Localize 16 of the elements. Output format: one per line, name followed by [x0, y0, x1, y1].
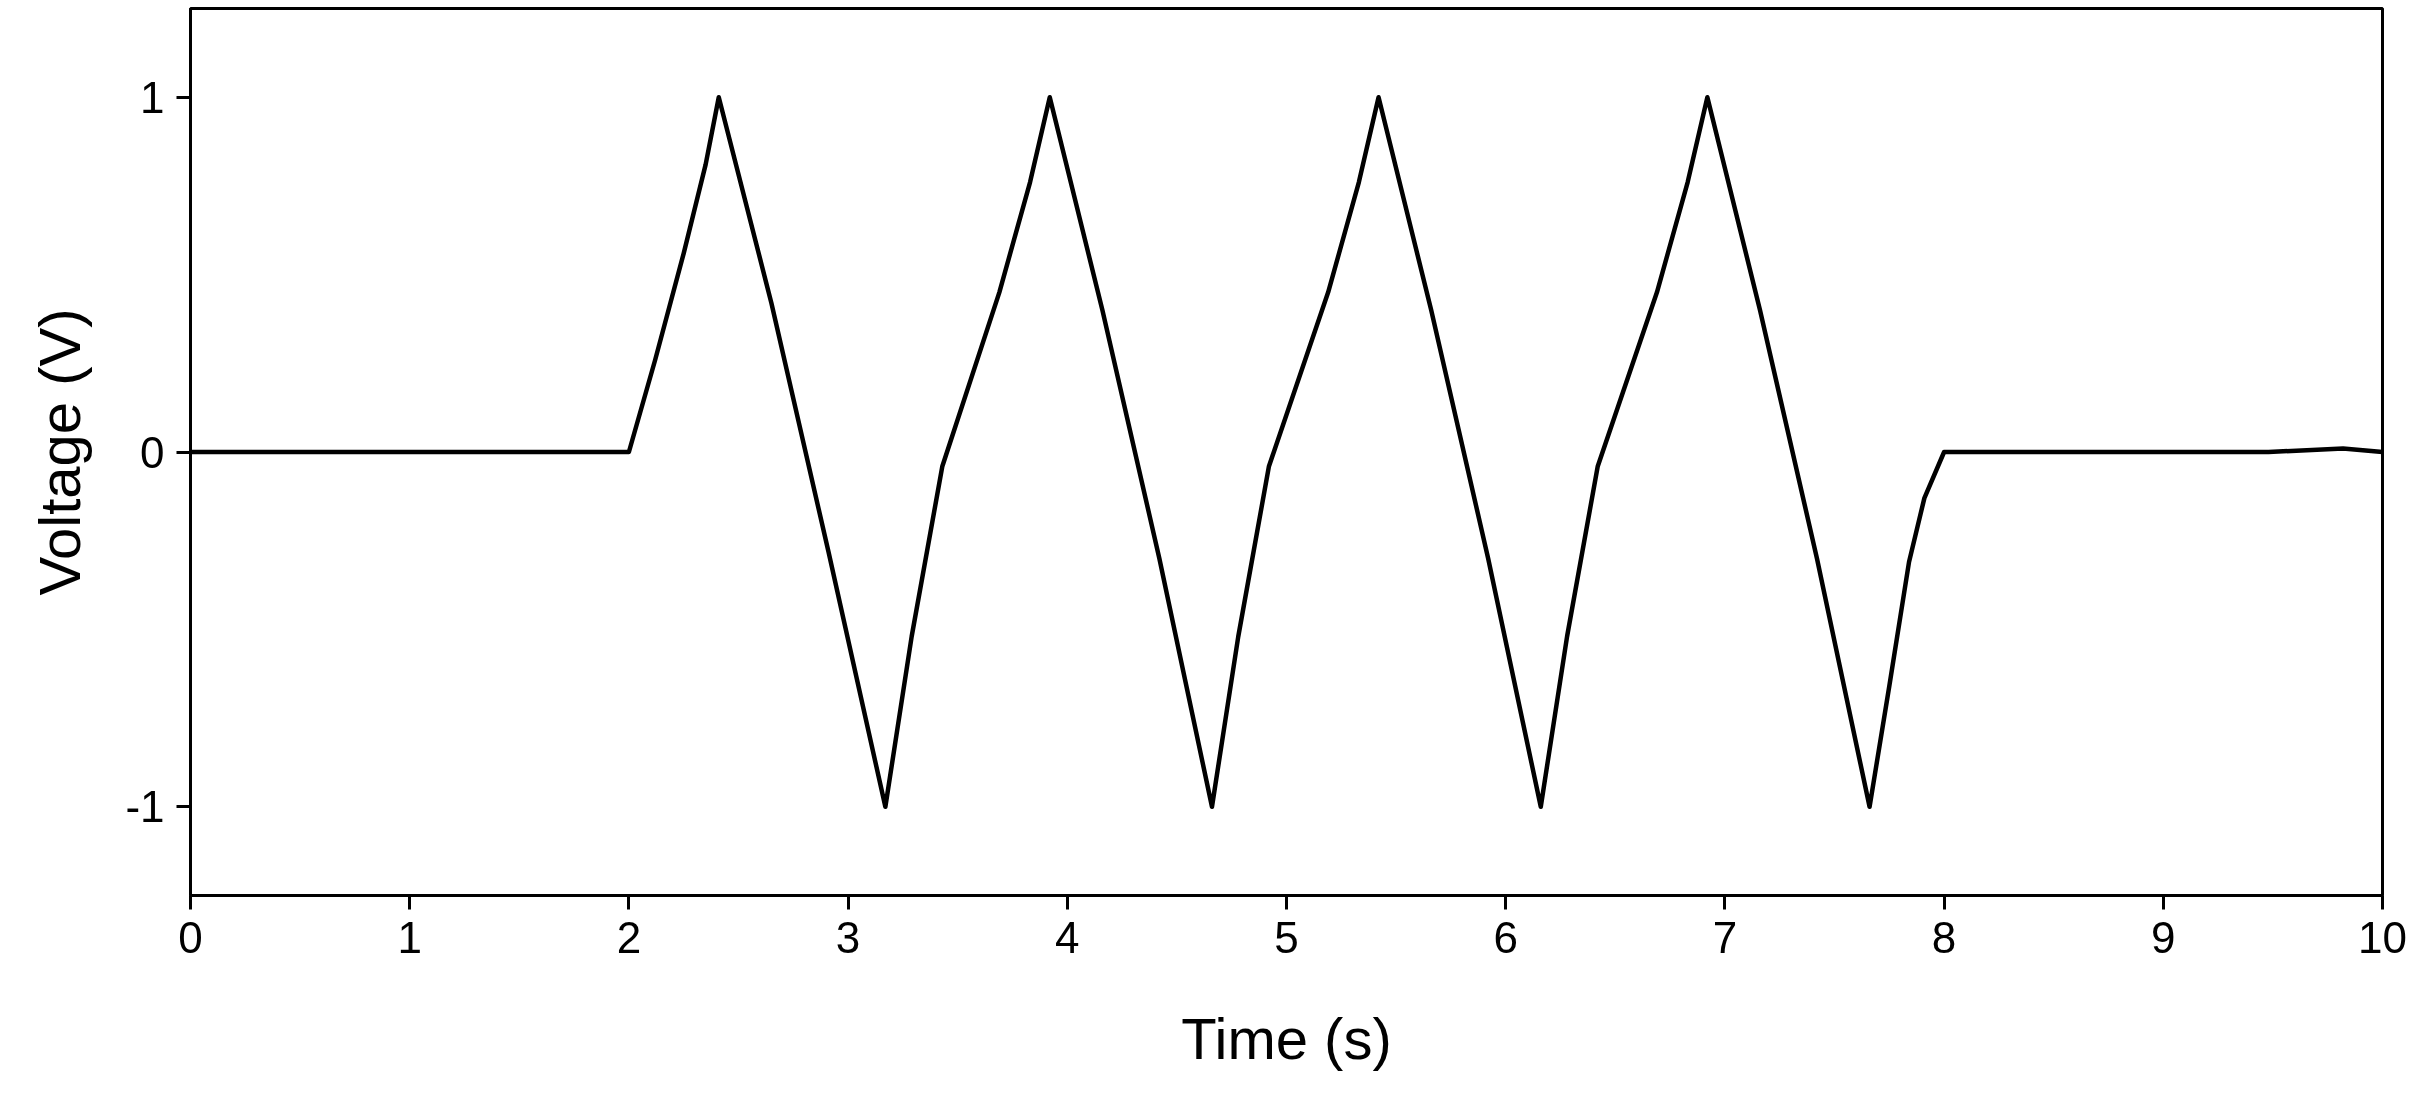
x-axis-title: Time (s) [1181, 1005, 1392, 1071]
x-tick-label: 10 [2358, 912, 2407, 962]
x-tick-label: 0 [178, 912, 203, 962]
x-tick-label: 4 [1055, 912, 1080, 962]
x-tick-label: 8 [1931, 912, 1957, 962]
y-tick-label: 1 [140, 72, 165, 122]
x-tick-label: 1 [397, 912, 422, 962]
x-tick-label: 3 [835, 912, 861, 962]
x-tick-label: 2 [616, 912, 642, 962]
x-tick-label: 9 [2151, 912, 2176, 962]
x-tick-label: 6 [1493, 912, 1518, 962]
y-tick-label: 0 [140, 427, 165, 477]
y-axis-title: Voltage (V) [27, 308, 93, 596]
x-tick-label: 5 [1274, 912, 1299, 962]
x-tick-label: 7 [1712, 912, 1738, 962]
y-tick-label: -1 [125, 782, 165, 832]
